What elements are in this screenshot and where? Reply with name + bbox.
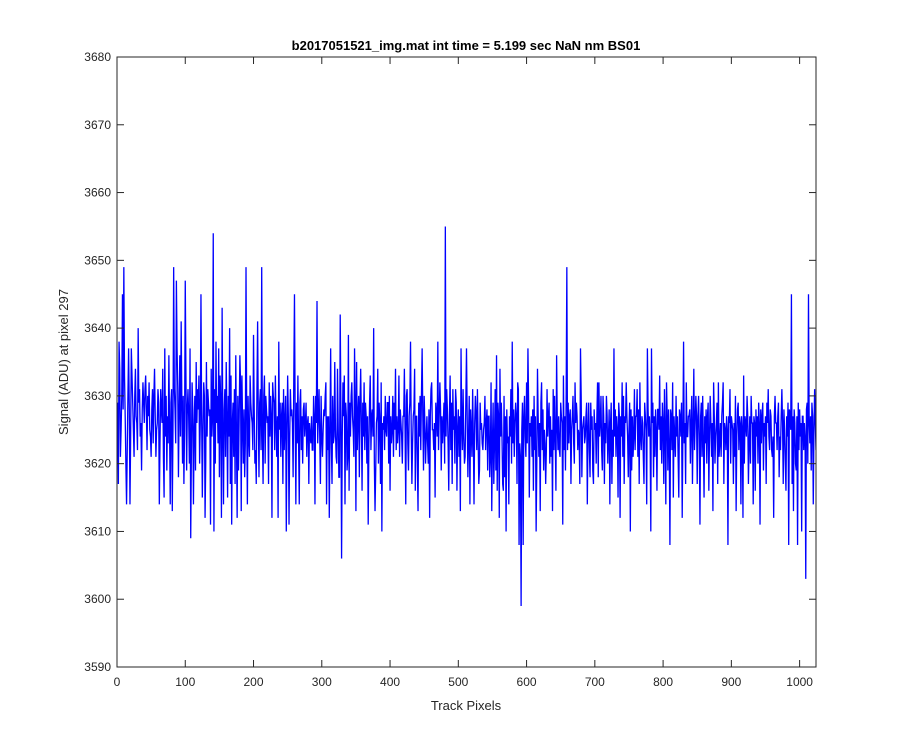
x-tick-label: 900 [721,675,741,689]
x-tick-label: 100 [175,675,195,689]
y-tick-label: 3590 [84,660,111,674]
x-tick-label: 500 [448,675,468,689]
x-tick-label: 200 [244,675,264,689]
chart-title: b2017051521_img.mat int time = 5.199 sec… [292,38,641,53]
y-tick-label: 3600 [84,592,111,606]
y-tick-label: 3660 [84,186,111,200]
x-axis-ticks: 0 100 200 300 400 500 600 700 800 900 1000 [114,57,813,689]
x-axis-label: Track Pixels [431,698,502,713]
y-tick-label: 3620 [84,457,111,471]
data-layer [117,226,816,607]
y-tick-label: 3670 [84,118,111,132]
x-tick-label: 0 [114,675,121,689]
x-tick-label: 1000 [786,675,813,689]
x-tick-label: 300 [312,675,332,689]
y-axis-label: Signal (ADU) at pixel 297 [56,289,71,435]
y-tick-label: 3610 [84,524,111,538]
x-tick-label: 800 [653,675,673,689]
series-line-0 [117,226,816,607]
x-tick-label: 400 [380,675,400,689]
y-tick-label: 3680 [84,50,111,64]
y-axis-ticks: 3590 3600 3610 3620 3630 3640 3650 3660 3670 3680 [84,50,816,674]
y-tick-label: 3650 [84,253,111,267]
plot-frame [116,56,817,668]
y-tick-label: 3640 [84,321,111,335]
x-tick-label: 600 [517,675,537,689]
y-tick-label: 3630 [84,389,111,403]
x-tick-label: 700 [585,675,605,689]
